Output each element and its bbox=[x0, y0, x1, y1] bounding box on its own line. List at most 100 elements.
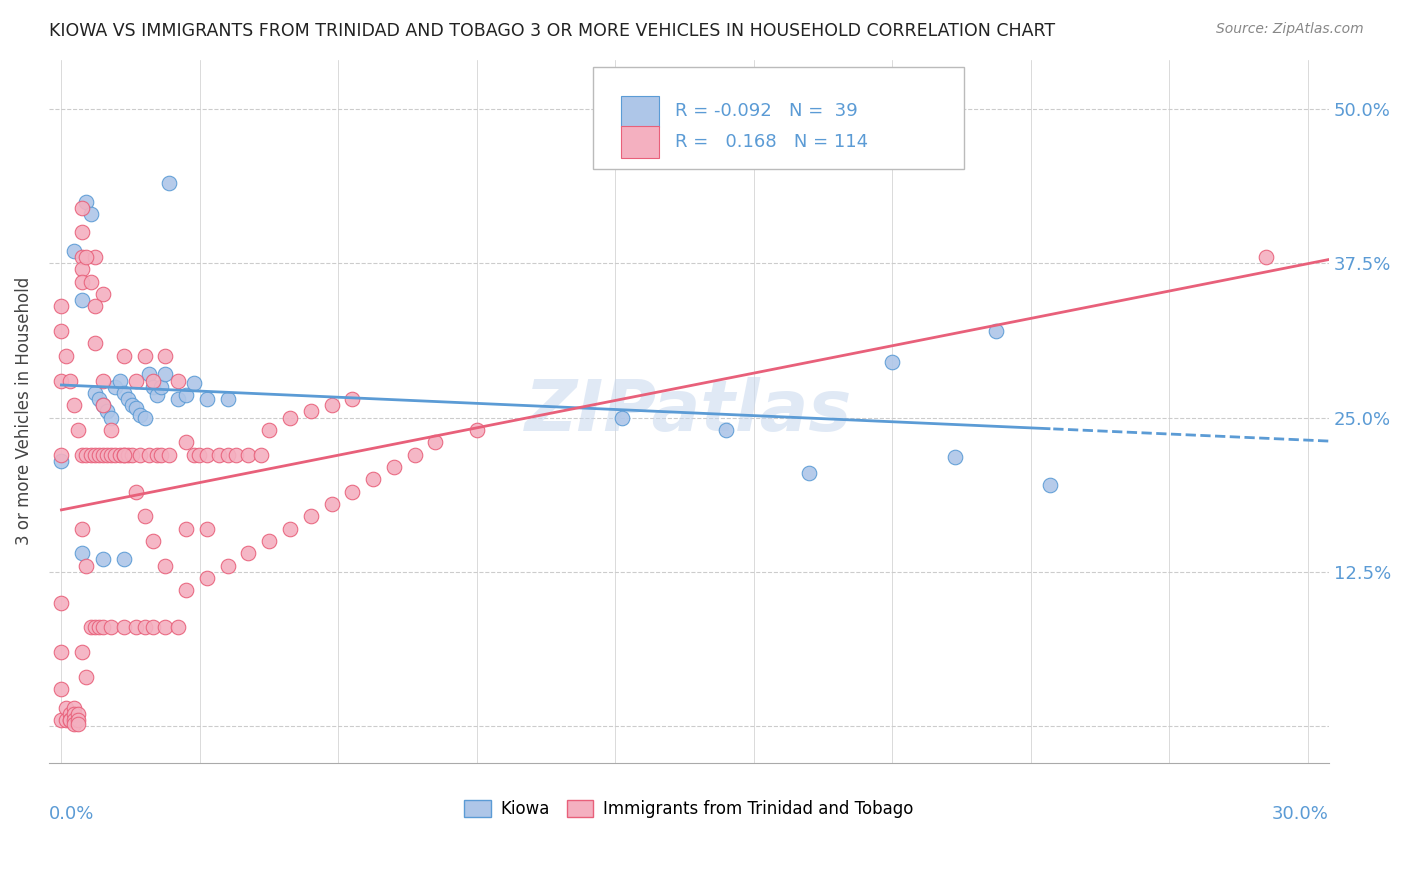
Point bbox=[146, 448, 169, 462]
Point bbox=[125, 401, 148, 415]
Bar bbox=[621, 95, 659, 128]
Point bbox=[150, 379, 173, 393]
Point bbox=[155, 368, 177, 382]
Point bbox=[70, 293, 93, 308]
Point bbox=[217, 392, 239, 406]
Point bbox=[70, 448, 93, 462]
Point bbox=[70, 262, 93, 277]
Point bbox=[100, 423, 122, 437]
Point bbox=[59, 713, 82, 727]
Point bbox=[155, 558, 177, 573]
Point bbox=[108, 448, 131, 462]
Point bbox=[83, 385, 105, 400]
Point bbox=[112, 385, 135, 400]
Point bbox=[55, 349, 77, 363]
Point bbox=[59, 374, 82, 388]
Bar bbox=[621, 127, 659, 158]
Point bbox=[91, 552, 114, 566]
Legend: Kiowa, Immigrants from Trinidad and Tobago: Kiowa, Immigrants from Trinidad and Toba… bbox=[457, 794, 921, 825]
Point bbox=[70, 546, 93, 560]
Text: 30.0%: 30.0% bbox=[1272, 805, 1329, 823]
Point bbox=[75, 670, 97, 684]
Point bbox=[142, 533, 165, 548]
Point bbox=[404, 448, 426, 462]
Point bbox=[225, 448, 247, 462]
Point bbox=[134, 509, 156, 524]
Point bbox=[382, 459, 405, 474]
Point bbox=[299, 404, 322, 418]
Point bbox=[51, 596, 73, 610]
Point bbox=[187, 448, 209, 462]
Point bbox=[108, 374, 131, 388]
Point bbox=[63, 244, 86, 258]
Point bbox=[142, 620, 165, 634]
Point bbox=[129, 408, 152, 422]
Point bbox=[70, 645, 93, 659]
Point bbox=[195, 448, 218, 462]
Point bbox=[63, 713, 86, 727]
Point bbox=[112, 448, 135, 462]
Point bbox=[166, 392, 188, 406]
Point bbox=[1039, 478, 1062, 492]
Point bbox=[96, 404, 118, 418]
Point bbox=[75, 250, 97, 264]
Point bbox=[63, 706, 86, 721]
Point bbox=[321, 497, 343, 511]
Point bbox=[112, 552, 135, 566]
Point bbox=[125, 374, 148, 388]
Text: Source: ZipAtlas.com: Source: ZipAtlas.com bbox=[1216, 22, 1364, 37]
Point bbox=[100, 410, 122, 425]
Point bbox=[159, 176, 181, 190]
Point bbox=[159, 448, 181, 462]
Point bbox=[67, 713, 90, 727]
Point bbox=[96, 448, 118, 462]
Point bbox=[125, 484, 148, 499]
Point bbox=[51, 374, 73, 388]
Point bbox=[465, 423, 488, 437]
Point bbox=[91, 398, 114, 412]
Point bbox=[142, 379, 165, 393]
Point bbox=[87, 448, 110, 462]
Point bbox=[129, 448, 152, 462]
Point bbox=[278, 410, 301, 425]
Point bbox=[75, 194, 97, 209]
Point bbox=[91, 620, 114, 634]
Point bbox=[67, 423, 90, 437]
Point bbox=[70, 275, 93, 289]
Point bbox=[986, 324, 1008, 338]
Point bbox=[100, 620, 122, 634]
Point bbox=[51, 682, 73, 697]
Point bbox=[51, 713, 73, 727]
Point bbox=[79, 275, 101, 289]
Point bbox=[79, 620, 101, 634]
Point bbox=[121, 398, 143, 412]
Point bbox=[83, 300, 105, 314]
Point bbox=[217, 448, 239, 462]
Point bbox=[195, 392, 218, 406]
Text: ZIPatlas: ZIPatlas bbox=[526, 376, 852, 446]
Point bbox=[155, 349, 177, 363]
Point bbox=[174, 583, 197, 598]
Text: 0.0%: 0.0% bbox=[49, 805, 94, 823]
Point bbox=[882, 355, 904, 369]
Point bbox=[142, 374, 165, 388]
Point bbox=[59, 713, 82, 727]
Text: R = -0.092   N =  39: R = -0.092 N = 39 bbox=[675, 103, 858, 120]
Point bbox=[1256, 250, 1278, 264]
Point bbox=[112, 448, 135, 462]
Point bbox=[257, 533, 280, 548]
Point bbox=[342, 392, 364, 406]
Point bbox=[321, 398, 343, 412]
Point bbox=[134, 620, 156, 634]
Point bbox=[278, 522, 301, 536]
Point bbox=[79, 448, 101, 462]
Point bbox=[166, 374, 188, 388]
Point bbox=[208, 448, 231, 462]
Point bbox=[943, 450, 966, 464]
Y-axis label: 3 or more Vehicles in Household: 3 or more Vehicles in Household bbox=[15, 277, 32, 546]
Point bbox=[342, 484, 364, 499]
Point bbox=[195, 522, 218, 536]
Point bbox=[87, 620, 110, 634]
Point bbox=[250, 448, 273, 462]
Point bbox=[70, 226, 93, 240]
